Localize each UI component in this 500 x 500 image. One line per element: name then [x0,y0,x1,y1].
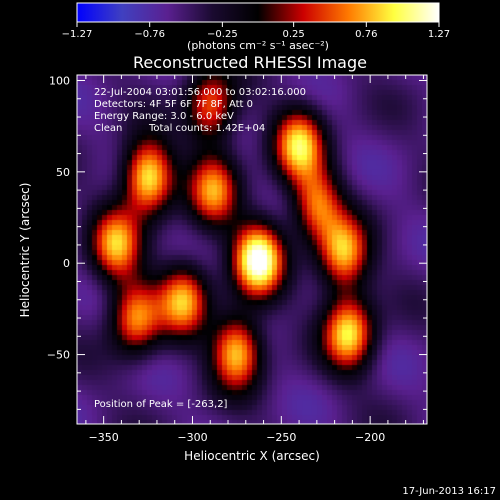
plot-frame [76,74,428,425]
y-axis: −50 0 50 100 [47,74,427,410]
y-tick-label: 50 [56,166,70,179]
x-axis: −350 −300 −250 −200 [85,75,424,444]
x-tick-label: −300 [177,431,207,444]
x-tick-label: −350 [89,431,119,444]
annotation-detectors: Detectors: 4F 5F 6F 7F 8F, Att 0 [94,99,253,110]
observation-info: 22-Jul-2004 03:01:56.000 to 03:02:16.000… [94,87,306,134]
y-tick-label: 0 [63,257,70,270]
chart-title: Reconstructed RHESSI Image [133,53,367,72]
peak-position-label: Position of Peak = [-263,2] [94,399,228,410]
annotation-energy-range: Energy Range: 3.0 - 6.0 keV [94,111,234,122]
plot-timestamp: 17-Jun-2013 16:17 [402,486,496,497]
annotation-clean: Clean [94,123,122,134]
y-tick-label: 100 [49,74,70,87]
colorbar: −1.27 −0.76 −0.25 0.25 0.76 1.27 (photons cm⁻… [62,2,450,52]
x-tick-label: −200 [355,431,385,444]
colorbar-tick-label: 0.25 [282,29,304,40]
annotation-time-range: 22-Jul-2004 03:01:56.000 to 03:02:16.000 [94,87,306,98]
colorbar-tick-label: 1.27 [428,29,450,40]
colorbar-unit-label: (photons cm⁻² s⁻¹ asec⁻²) [187,39,329,52]
heatmap-image [77,75,427,424]
colorbar-frame [76,2,440,23]
colorbar-tick-label: 0.76 [355,29,377,40]
y-tick-label: −50 [47,349,70,362]
x-tick-label: −250 [266,431,296,444]
x-axis-label: Heliocentric X (arcsec) [184,449,320,463]
colorbar-gradient [77,3,439,22]
annotation-total-counts: Total counts: 1.42E+04 [148,123,265,134]
colorbar-tick-label: −0.25 [207,29,238,40]
colorbar-tick-label: −0.76 [134,29,165,40]
y-axis-label: Heliocentric Y (arcsec) [18,183,32,318]
colorbar-tick-label: −1.27 [62,29,93,40]
